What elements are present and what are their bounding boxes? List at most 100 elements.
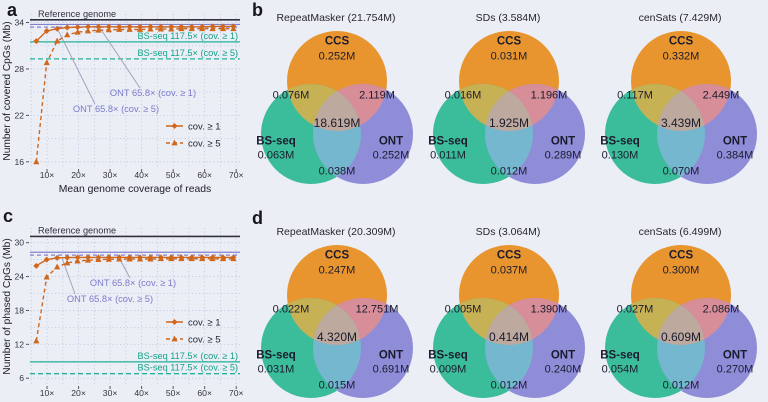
venn-diagram: CCS 0.037M BS-seq 0.009M ONT 0.240M 0.005M 1.39… (423, 240, 593, 402)
x-tick-label: 70× (229, 388, 244, 398)
series-marker (188, 25, 195, 32)
series-marker (171, 319, 178, 325)
series-marker (219, 255, 227, 262)
venn-value-ccs-only: 0.332M (662, 50, 700, 63)
venn-region-center (485, 84, 533, 131)
series-marker (171, 139, 178, 146)
series-marker (147, 25, 154, 32)
venn-title: RepeatMasker (20.309M) (276, 226, 396, 238)
venn-diagram: CCS 0.247M BS-seq 0.031M ONT 0.691M 0.022M 12.7… (251, 240, 421, 402)
venn-svg (261, 245, 413, 398)
series-marker (43, 59, 50, 66)
legend: cov. ≥ 1 cov. ≥ 5 (166, 121, 221, 149)
venn-set-label-bs-seq: BS-seq (256, 349, 296, 362)
x-tick-label: 70× (229, 170, 244, 180)
series-marker (54, 37, 61, 44)
venn-value-ccs-ont: 1.390M (530, 303, 568, 316)
venn-set-label-bs-seq: BS-seq (600, 349, 640, 362)
venn-value-ont-only: 0.270M (716, 363, 754, 376)
series-marker (95, 26, 102, 33)
series-marker (74, 257, 81, 264)
series-marker (95, 256, 102, 263)
venn-title: cenSats (6.499M) (638, 226, 722, 238)
venn-value-ccs-bs: 0.016M (444, 89, 482, 102)
venn-region-center (485, 298, 533, 345)
venn-value-ccs-only: 0.247M (318, 264, 356, 277)
series-marker (54, 263, 61, 270)
y-tick-label: 34 (14, 18, 24, 28)
y-axis-title: Number of phased CpGs (Mb) (2, 238, 13, 374)
series-marker (64, 259, 71, 266)
x-tick-label: 60× (197, 388, 212, 398)
series-marker (178, 25, 185, 32)
venn-value-ccs-ont: 1.196M (530, 89, 568, 102)
venn-value-bs-only: 0.011M (430, 149, 466, 162)
x-axis-title: Mean genome coverage of reads (59, 184, 212, 195)
series-marker (178, 255, 185, 262)
series-marker (116, 26, 123, 32)
series-marker (33, 262, 40, 269)
venn-value-all-three: 1.925M (488, 116, 530, 130)
venn-value-bs-ont: 0.012M (490, 165, 528, 178)
series-marker (147, 255, 154, 262)
venn-value-bs-ont: 0.038M (318, 165, 356, 178)
y-tick-label: 30 (14, 238, 24, 248)
panel-b-venn-row: RepeatMasker (21.754M) CCS 0.252M BS-seq 0.0… (250, 0, 768, 210)
venn-set-label-bs-seq: BS-seq (600, 135, 640, 148)
venn-set-label-ccs: CCS (496, 249, 522, 262)
series-marker (157, 25, 164, 32)
series-marker (219, 25, 227, 32)
venn-region-center (313, 84, 361, 131)
annotation-leader (57, 29, 96, 105)
series-marker (126, 26, 133, 32)
venn-cell: RepeatMasker (21.754M) CCS 0.252M BS-seq 0.0… (250, 10, 422, 210)
line-chart-svg-a: Reference genome BS-seq 117.5× (cov. ≥ 1)… (2, 9, 244, 195)
venn-set-label-ccs: CCS (668, 249, 694, 262)
legend-label: cov. ≥ 5 (188, 334, 221, 345)
venn-set-label-ont: ONT (722, 349, 748, 362)
venn-set-label-ccs: CCS (496, 35, 522, 48)
x-tick-label: 60× (197, 170, 212, 180)
series-marker (209, 255, 216, 262)
venn-set-label-ont: ONT (378, 135, 404, 148)
x-tick-label: 20× (71, 388, 86, 398)
venn-svg (433, 31, 585, 184)
venn-region-center (313, 298, 361, 345)
venn-value-bs-only: 0.063M (257, 149, 295, 162)
series-marker (33, 337, 40, 344)
y-tick-label: 22 (14, 110, 24, 120)
venn-region-center (657, 298, 705, 345)
ont-annotation: ONT 65.8× (cov. ≥ 5) (67, 294, 153, 304)
venn-title: SDs (3.584M) (475, 12, 541, 24)
legend-label: cov. ≥ 5 (188, 138, 221, 149)
venn-value-ccs-ont: 2.119M (359, 89, 395, 102)
venn-value-all-three: 3.439M (660, 116, 702, 130)
series-marker (54, 25, 61, 32)
venn-diagram: CCS 0.031M BS-seq 0.011M ONT 0.289M 0.016M 1.19… (423, 26, 593, 188)
venn-cell: cenSats (7.429M) CCS 0.332M BS-seq 0.130M ONT… (594, 10, 766, 210)
x-tick-label: 50× (166, 388, 181, 398)
venn-value-ccs-bs: 0.076M (272, 89, 310, 102)
venn-value-bs-only: 0.054M (601, 363, 639, 376)
series-marker (74, 28, 81, 35)
y-tick-label: 24 (14, 272, 24, 282)
venn-svg (605, 31, 757, 184)
venn-diagram: CCS 0.332M BS-seq 0.130M ONT 0.384M 0.117M 2.44… (595, 26, 765, 188)
y-tick-label: 16 (14, 157, 24, 167)
series-marker (230, 25, 237, 32)
series-marker (54, 254, 61, 261)
legend-label: cov. ≥ 1 (188, 121, 221, 132)
series-marker (126, 255, 133, 262)
x-tick-label: 40× (134, 388, 149, 398)
x-tick-label: 50× (166, 170, 181, 180)
hline-label: Reference genome (38, 9, 116, 19)
series-marker (199, 255, 206, 262)
x-tick-label: 10× (40, 170, 55, 180)
series-marker (33, 38, 40, 45)
venn-value-all-three: 18.619M (313, 116, 361, 130)
venn-svg (605, 245, 757, 398)
series-marker (64, 24, 71, 31)
series-marker (188, 255, 195, 262)
venn-value-ccs-only: 0.300M (662, 264, 700, 277)
venn-value-ccs-bs: 0.022M (272, 303, 310, 316)
